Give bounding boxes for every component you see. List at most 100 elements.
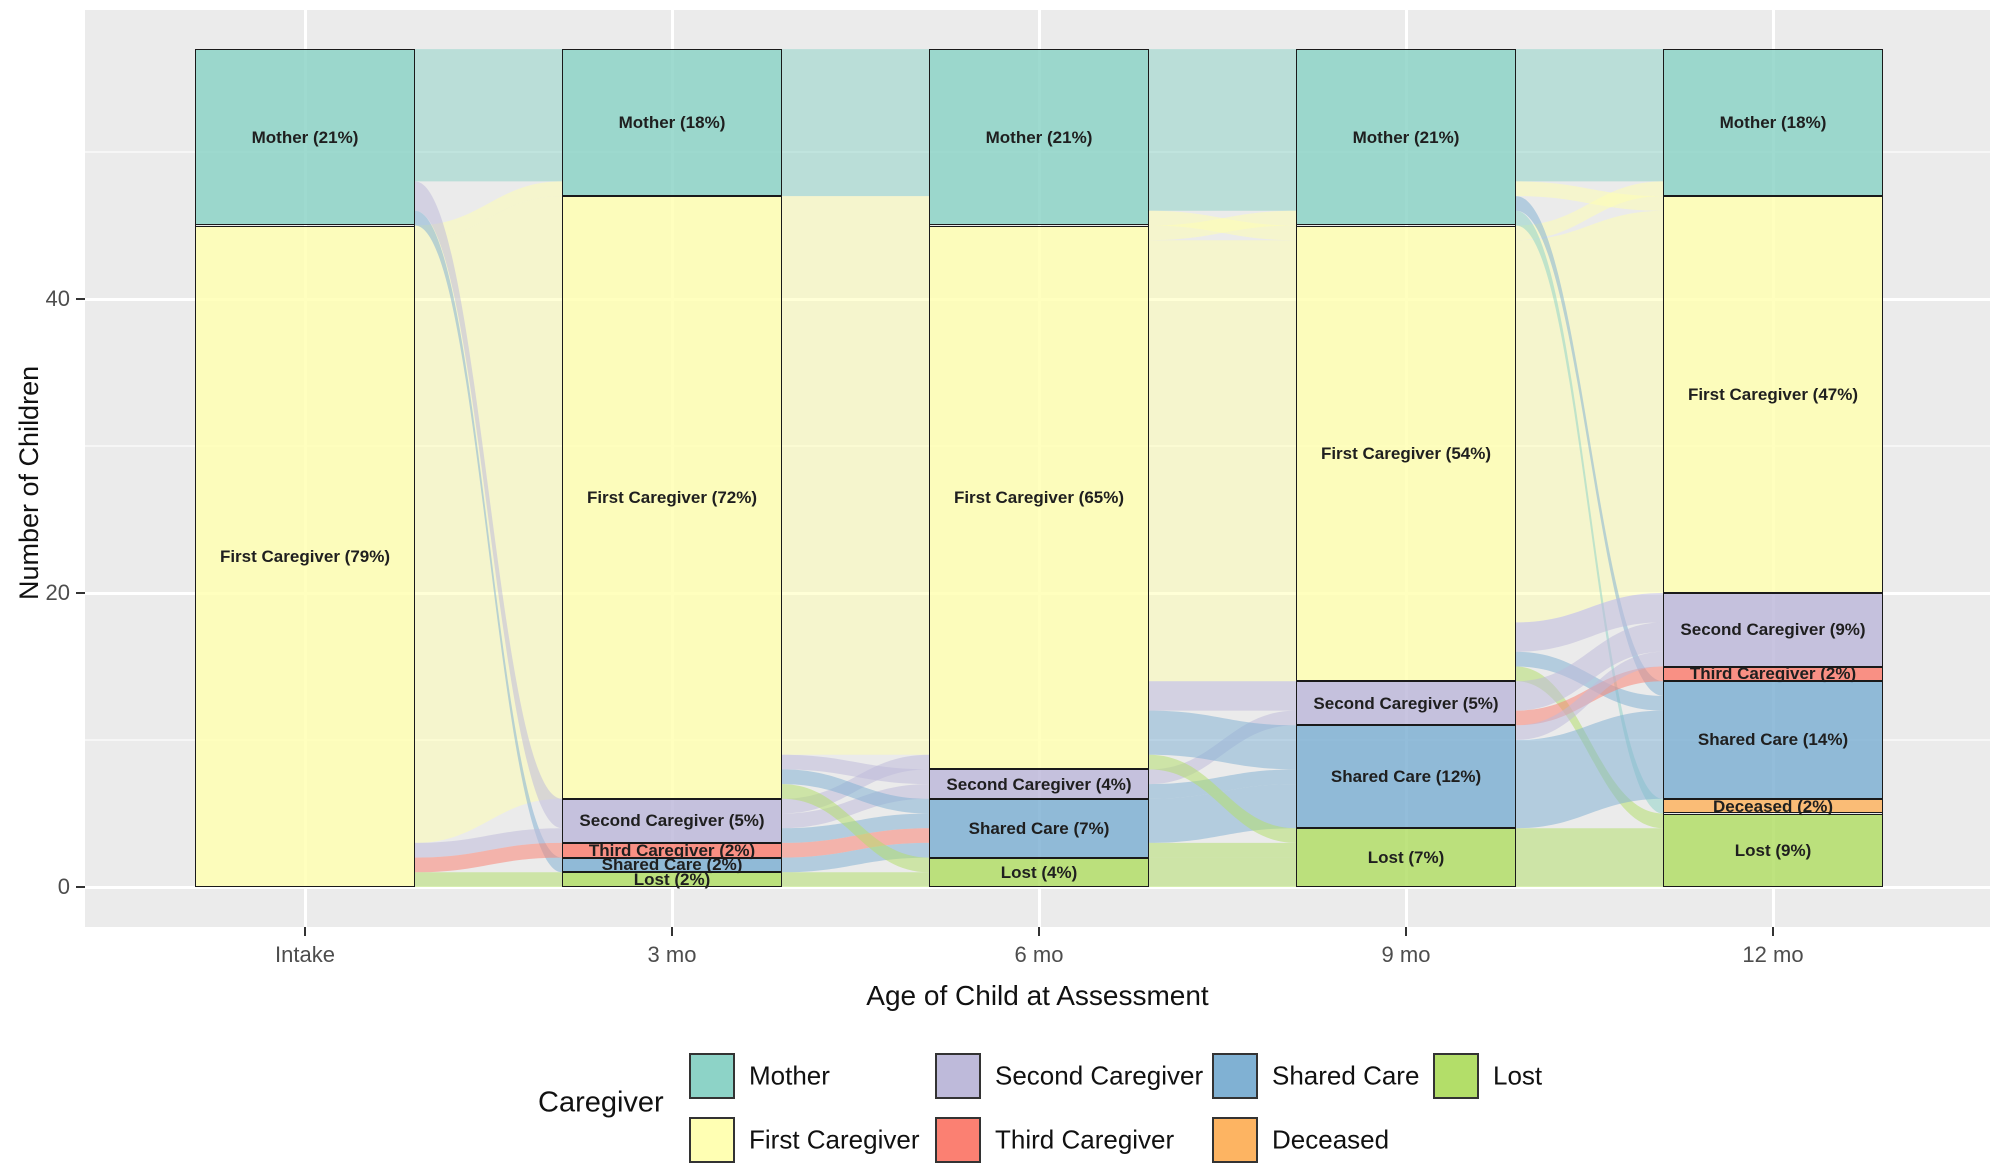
flow-ribbon-second-caregiver — [1516, 593, 1663, 652]
segment-label: Mother (18%) — [1719, 113, 1827, 133]
segment-label: Second Caregiver (5%) — [579, 811, 765, 831]
x-tick-label-intake: Intake — [275, 942, 335, 967]
legend-label-mother: Mother — [749, 1060, 830, 1091]
segment-first-caregiver-12-mo: First Caregiver (47%) — [1663, 196, 1883, 593]
flow-ribbon-first-caregiver — [1516, 181, 1663, 241]
segment-label: Second Caregiver (9%) — [1680, 620, 1866, 640]
legend-key-second-caregiver — [935, 1053, 981, 1099]
flow-ribbon-second-caregiver — [415, 181, 562, 829]
y-tick-label: 40 — [45, 286, 70, 311]
flow-ribbon-lost — [1149, 857, 1296, 887]
flow-ribbon-first-caregiver — [415, 181, 562, 241]
x-tick-label-12-mo: 12 mo — [1742, 942, 1804, 967]
segment-label: First Caregiver (54%) — [1320, 443, 1492, 463]
flow-ribbon-shared-care — [782, 769, 929, 814]
segment-label: Shared Care (2%) — [601, 855, 743, 875]
flow-ribbon-first-caregiver — [782, 225, 929, 755]
flow-ribbon-second-caregiver — [1516, 622, 1663, 711]
flow-ribbon-shared-care — [1149, 710, 1296, 770]
segment-lost-3-mo: Lost (2%) — [562, 870, 782, 890]
flow-ribbon-lost — [782, 872, 929, 887]
segment-label: Lost (7%) — [1367, 848, 1445, 868]
segment-second-caregiver-12-mo: Second Caregiver (9%) — [1663, 593, 1883, 667]
legend-key-mother — [689, 1053, 735, 1099]
segment-second-caregiver-9-mo: Second Caregiver (5%) — [1296, 681, 1516, 726]
flow-ribbon-first-caregiver — [1149, 210, 1296, 241]
segment-label: Second Caregiver (5%) — [1313, 693, 1499, 713]
segment-label: Mother (21%) — [985, 127, 1093, 147]
segment-third-caregiver-12-mo: Third Caregiver (2%) — [1663, 664, 1883, 684]
segment-mother-6-mo: Mother (21%) — [929, 49, 1149, 226]
segment-lost-9-mo: Lost (7%) — [1296, 828, 1516, 887]
segment-mother-12-mo: Mother (18%) — [1663, 49, 1883, 197]
x-tick-label-6-mo: 6 mo — [1014, 942, 1064, 967]
flow-ribbon-lost — [782, 784, 929, 873]
segment-label: First Caregiver (72%) — [586, 487, 758, 507]
segment-label: Shared Care (12%) — [1330, 767, 1482, 787]
flow-ribbon-first-caregiver — [782, 196, 929, 226]
flow-ribbon-third-caregiver — [415, 842, 562, 873]
segment-mother-3-mo: Mother (18%) — [562, 49, 782, 197]
legend-label-third-caregiver: Third Caregiver — [995, 1124, 1175, 1155]
flow-ribbon-second-caregiver — [415, 828, 562, 858]
flow-ribbon-first-caregiver — [1516, 181, 1663, 211]
segment-shared-care-3-mo: Shared Care (2%) — [562, 855, 782, 875]
legend-label-lost: Lost — [1493, 1060, 1543, 1091]
legend-key-first-caregiver — [689, 1117, 735, 1163]
flow-ribbon-shared-care — [415, 210, 562, 873]
y-tick-mark — [76, 298, 85, 300]
segment-label: First Caregiver (79%) — [219, 546, 391, 566]
segment-label: First Caregiver (65%) — [953, 487, 1125, 507]
segment-second-caregiver-3-mo: Second Caregiver (5%) — [562, 798, 782, 843]
flow-ribbon-second-caregiver — [782, 754, 929, 785]
segment-label: Deceased (2%) — [1712, 796, 1833, 816]
segment-label: Lost (4%) — [1000, 862, 1078, 882]
legend-key-shared-care — [1212, 1053, 1258, 1099]
segment-lost-6-mo: Lost (4%) — [929, 857, 1149, 887]
flow-ribbon-lost — [1516, 828, 1663, 887]
y-tick-label: 0 — [57, 874, 70, 899]
segment-label: Mother (18%) — [618, 113, 726, 133]
legend-label-first-caregiver: First Caregiver — [749, 1124, 920, 1155]
legend-key-third-caregiver — [935, 1117, 981, 1163]
segment-label: Mother (21%) — [1352, 127, 1460, 147]
segment-third-caregiver-3-mo: Third Caregiver (2%) — [562, 842, 782, 859]
flow-ribbon-second-caregiver — [1149, 681, 1296, 711]
segment-label: Lost (2%) — [633, 870, 711, 890]
flow-ribbon-mother — [415, 49, 562, 182]
flow-ribbon-mother — [782, 49, 929, 197]
segment-label: Mother (21%) — [251, 127, 359, 147]
segment-shared-care-12-mo: Shared Care (14%) — [1663, 681, 1883, 799]
segment-shared-care-6-mo: Shared Care (7%) — [929, 798, 1149, 858]
segment-first-caregiver-6-mo: First Caregiver (65%) — [929, 225, 1149, 770]
legend-label-deceased: Deceased — [1272, 1124, 1390, 1155]
legend-title: Caregiver — [538, 1086, 664, 1119]
segment-label: First Caregiver (47%) — [1687, 385, 1859, 405]
flow-ribbon-shared-care — [1149, 769, 1296, 799]
x-axis-title: Age of Child at Assessment — [866, 980, 1209, 1011]
flow-ribbon-first-caregiver — [1149, 240, 1296, 682]
flow-ribbon-mother — [1516, 210, 1663, 814]
y-tick-mark — [76, 592, 85, 594]
x-tick-mark — [1038, 927, 1040, 936]
flow-ribbon-third-caregiver — [782, 828, 929, 858]
flow-ribbon-lost — [1149, 842, 1296, 858]
segment-deceased-12-mo: Deceased (2%) — [1663, 796, 1883, 816]
segment-label: Lost (9%) — [1734, 840, 1812, 860]
flow-ribbon-shared-care — [1516, 196, 1663, 696]
x-tick-mark — [1772, 927, 1774, 936]
x-tick-mark — [304, 927, 306, 936]
flow-ribbon-lost — [1149, 754, 1296, 843]
segment-label: Shared Care (14%) — [1697, 730, 1849, 750]
y-axis-title: Number of Children — [14, 365, 44, 600]
flow-ribbon-lost — [415, 872, 562, 887]
legend-label-shared-care: Shared Care — [1272, 1060, 1420, 1091]
y-tick-label: 20 — [45, 580, 70, 605]
segment-mother-intake: Mother (21%) — [195, 49, 415, 226]
segment-first-caregiver-9-mo: First Caregiver (54%) — [1296, 225, 1516, 682]
flow-ribbon-second-caregiver — [782, 784, 929, 829]
flow-ribbon-mother — [1516, 49, 1663, 182]
segment-label: Third Caregiver (2%) — [1689, 664, 1857, 684]
